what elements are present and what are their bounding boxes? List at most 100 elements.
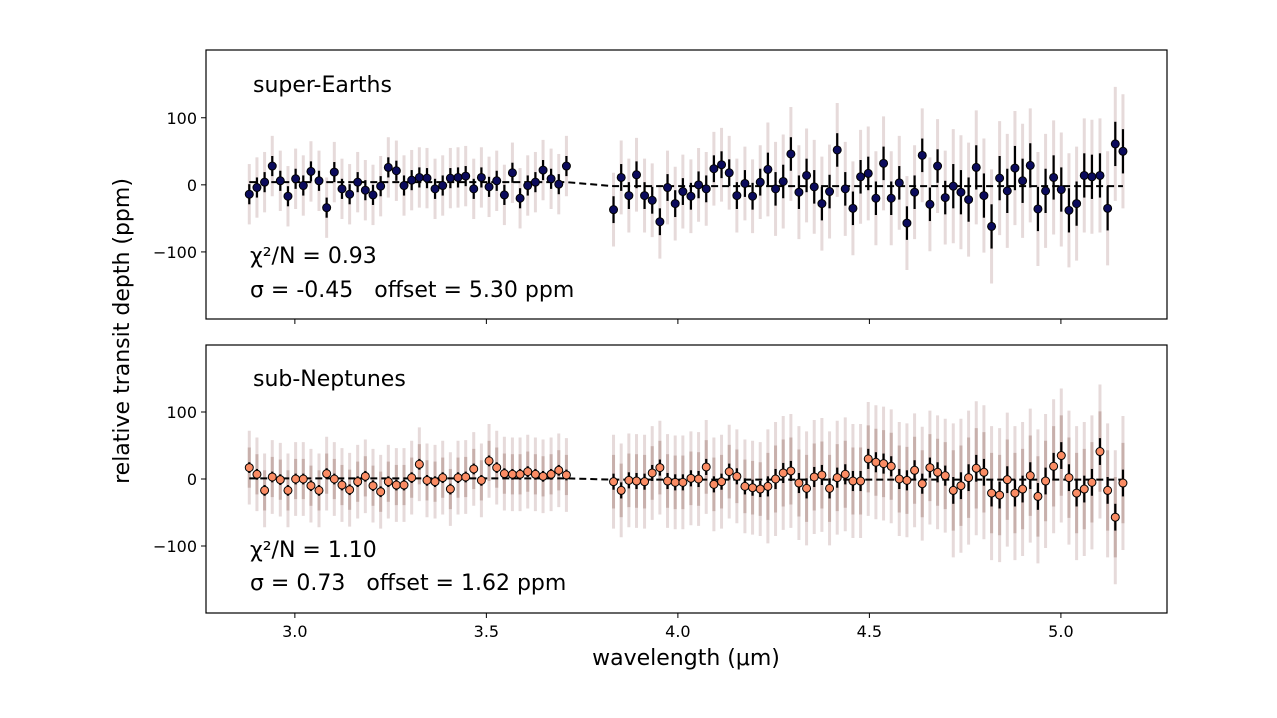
data-point bbox=[530, 177, 540, 187]
data-point bbox=[1095, 447, 1105, 457]
data-point bbox=[956, 187, 966, 197]
data-point bbox=[717, 477, 727, 487]
data-point bbox=[1064, 473, 1074, 483]
data-point bbox=[1002, 475, 1012, 485]
data-point bbox=[1118, 146, 1128, 156]
y-tick-label: 0 bbox=[187, 176, 197, 195]
data-point bbox=[863, 454, 873, 464]
data-point bbox=[755, 177, 765, 187]
data-point bbox=[771, 474, 781, 484]
y-tick-label: 100 bbox=[166, 109, 197, 128]
data-point bbox=[1033, 204, 1043, 214]
data-point bbox=[1049, 172, 1059, 182]
data-point bbox=[755, 484, 765, 494]
data-point bbox=[832, 145, 842, 155]
data-point bbox=[499, 190, 509, 200]
y-tick-label: −100 bbox=[153, 537, 197, 556]
data-point bbox=[616, 172, 626, 182]
data-point bbox=[329, 167, 339, 177]
data-point bbox=[1103, 203, 1113, 213]
data-point bbox=[748, 191, 758, 201]
data-point bbox=[987, 221, 997, 231]
data-point bbox=[314, 176, 324, 186]
data-point bbox=[609, 477, 619, 487]
data-point bbox=[445, 173, 455, 183]
data-point bbox=[1079, 170, 1089, 180]
data-point bbox=[399, 480, 409, 490]
panel-sub-neptunes: 100 0 −100 3.0 3.5 4.0 4.5 5.0 sub-Neptunes χ²… bbox=[153, 344, 1168, 641]
data-point bbox=[663, 183, 673, 193]
data-point bbox=[267, 161, 277, 171]
data-point bbox=[655, 217, 665, 227]
data-point bbox=[407, 473, 417, 483]
data-point bbox=[298, 181, 308, 191]
data-point bbox=[763, 164, 773, 174]
data-point bbox=[709, 164, 719, 174]
y-tick-label: 100 bbox=[166, 403, 197, 422]
data-point bbox=[832, 473, 842, 483]
y-tick-label: 0 bbox=[187, 470, 197, 489]
data-point bbox=[778, 176, 788, 186]
data-point bbox=[414, 459, 424, 469]
data-point bbox=[360, 185, 370, 195]
data-point bbox=[445, 484, 455, 494]
data-point bbox=[925, 463, 935, 473]
data-point bbox=[971, 162, 981, 172]
data-point bbox=[964, 473, 974, 483]
data-point bbox=[863, 168, 873, 178]
data-point bbox=[554, 465, 564, 475]
data-point bbox=[476, 475, 486, 485]
data-point bbox=[244, 189, 254, 199]
data-point bbox=[856, 172, 866, 182]
data-point bbox=[1033, 491, 1043, 501]
x-tick-label: 3.5 bbox=[474, 622, 499, 641]
data-point bbox=[1118, 478, 1128, 488]
data-point bbox=[902, 475, 912, 485]
data-point bbox=[538, 165, 548, 175]
data-point bbox=[383, 162, 393, 172]
data-point bbox=[360, 471, 370, 481]
data-point bbox=[267, 472, 277, 482]
data-point bbox=[283, 191, 293, 201]
x-tick-label: 3.0 bbox=[282, 622, 307, 641]
data-point bbox=[940, 471, 950, 481]
data-point bbox=[670, 477, 680, 487]
data-point bbox=[678, 187, 688, 197]
data-point bbox=[298, 474, 308, 484]
data-point bbox=[322, 469, 332, 479]
data-point bbox=[314, 485, 324, 495]
data-point bbox=[345, 485, 355, 495]
sigma-offset-annotation: σ = -0.45 offset = 5.30 ppm bbox=[250, 278, 574, 303]
data-point bbox=[275, 475, 285, 485]
sigma-offset-annotation: σ = 0.73 offset = 1.62 ppm bbox=[250, 571, 566, 596]
data-point bbox=[422, 173, 432, 183]
data-point bbox=[894, 474, 904, 484]
data-point bbox=[802, 483, 812, 493]
data-point bbox=[453, 172, 463, 182]
data-point bbox=[476, 172, 486, 182]
data-point bbox=[391, 480, 401, 490]
data-point bbox=[399, 181, 409, 191]
data-point bbox=[260, 177, 270, 187]
data-point bbox=[1025, 471, 1035, 481]
data-point bbox=[686, 473, 696, 483]
data-point bbox=[492, 463, 502, 473]
y-tick-label: −100 bbox=[153, 243, 197, 262]
data-point bbox=[655, 463, 665, 473]
data-point bbox=[376, 181, 386, 191]
panel-label: sub-Neptunes bbox=[253, 367, 406, 392]
data-point bbox=[894, 178, 904, 188]
data-point bbox=[383, 477, 393, 487]
data-point bbox=[1018, 176, 1028, 186]
data-point bbox=[925, 199, 935, 209]
data-point bbox=[1049, 461, 1059, 471]
data-point bbox=[694, 474, 704, 484]
data-point bbox=[802, 170, 812, 180]
data-point bbox=[507, 168, 517, 178]
data-point bbox=[353, 477, 363, 487]
data-point bbox=[1110, 512, 1120, 522]
data-point bbox=[329, 474, 339, 484]
data-point bbox=[546, 469, 556, 479]
panel-super-earths: 100 0 −100 super-Earths χ²/N = 0.93 σ = -0… bbox=[153, 49, 1168, 324]
